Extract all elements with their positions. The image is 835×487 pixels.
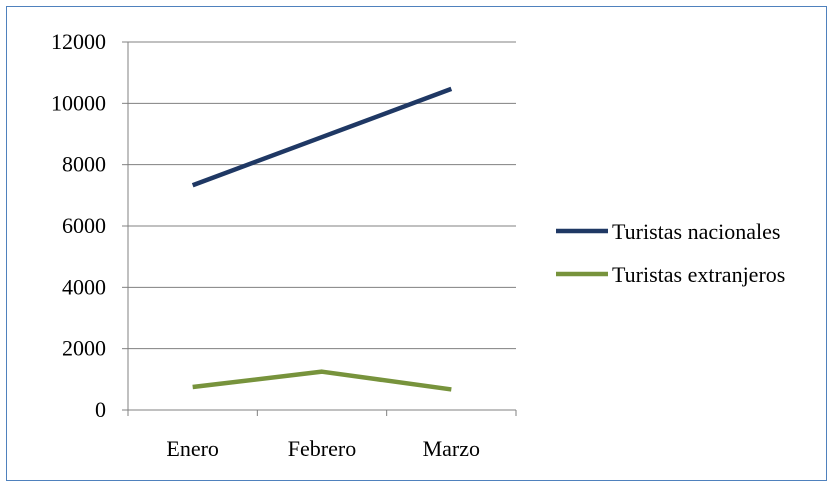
axes (122, 41, 517, 416)
y-tick-label: 8000 (62, 152, 106, 177)
legend: Turistas nacionales Turistas extranjeros (556, 219, 785, 287)
x-tick-label: Febrero (288, 436, 356, 461)
gridlines (128, 41, 516, 350)
y-tick-label: 0 (95, 397, 106, 422)
x-tick-labels: Enero Febrero Marzo (166, 436, 480, 461)
y-tick-label: 10000 (51, 90, 106, 115)
y-tick-labels: 0 2000 4000 6000 8000 10000 12000 (51, 29, 106, 422)
y-tick-label: 4000 (62, 274, 106, 299)
y-tick-label: 2000 (62, 336, 106, 361)
series-line-turistas-extranjeros (192, 369, 452, 392)
x-tick-label: Marzo (423, 436, 480, 461)
legend-label: Turistas extranjeros (612, 262, 785, 287)
legend-label: Turistas nacionales (612, 219, 780, 244)
y-tick-label: 6000 (62, 213, 106, 238)
series-line-turistas-nacionales (191, 86, 453, 188)
y-tick-label: 12000 (51, 29, 106, 54)
chart-frame (6, 6, 827, 481)
series-lines (191, 86, 453, 392)
x-tick-label: Enero (166, 436, 219, 461)
